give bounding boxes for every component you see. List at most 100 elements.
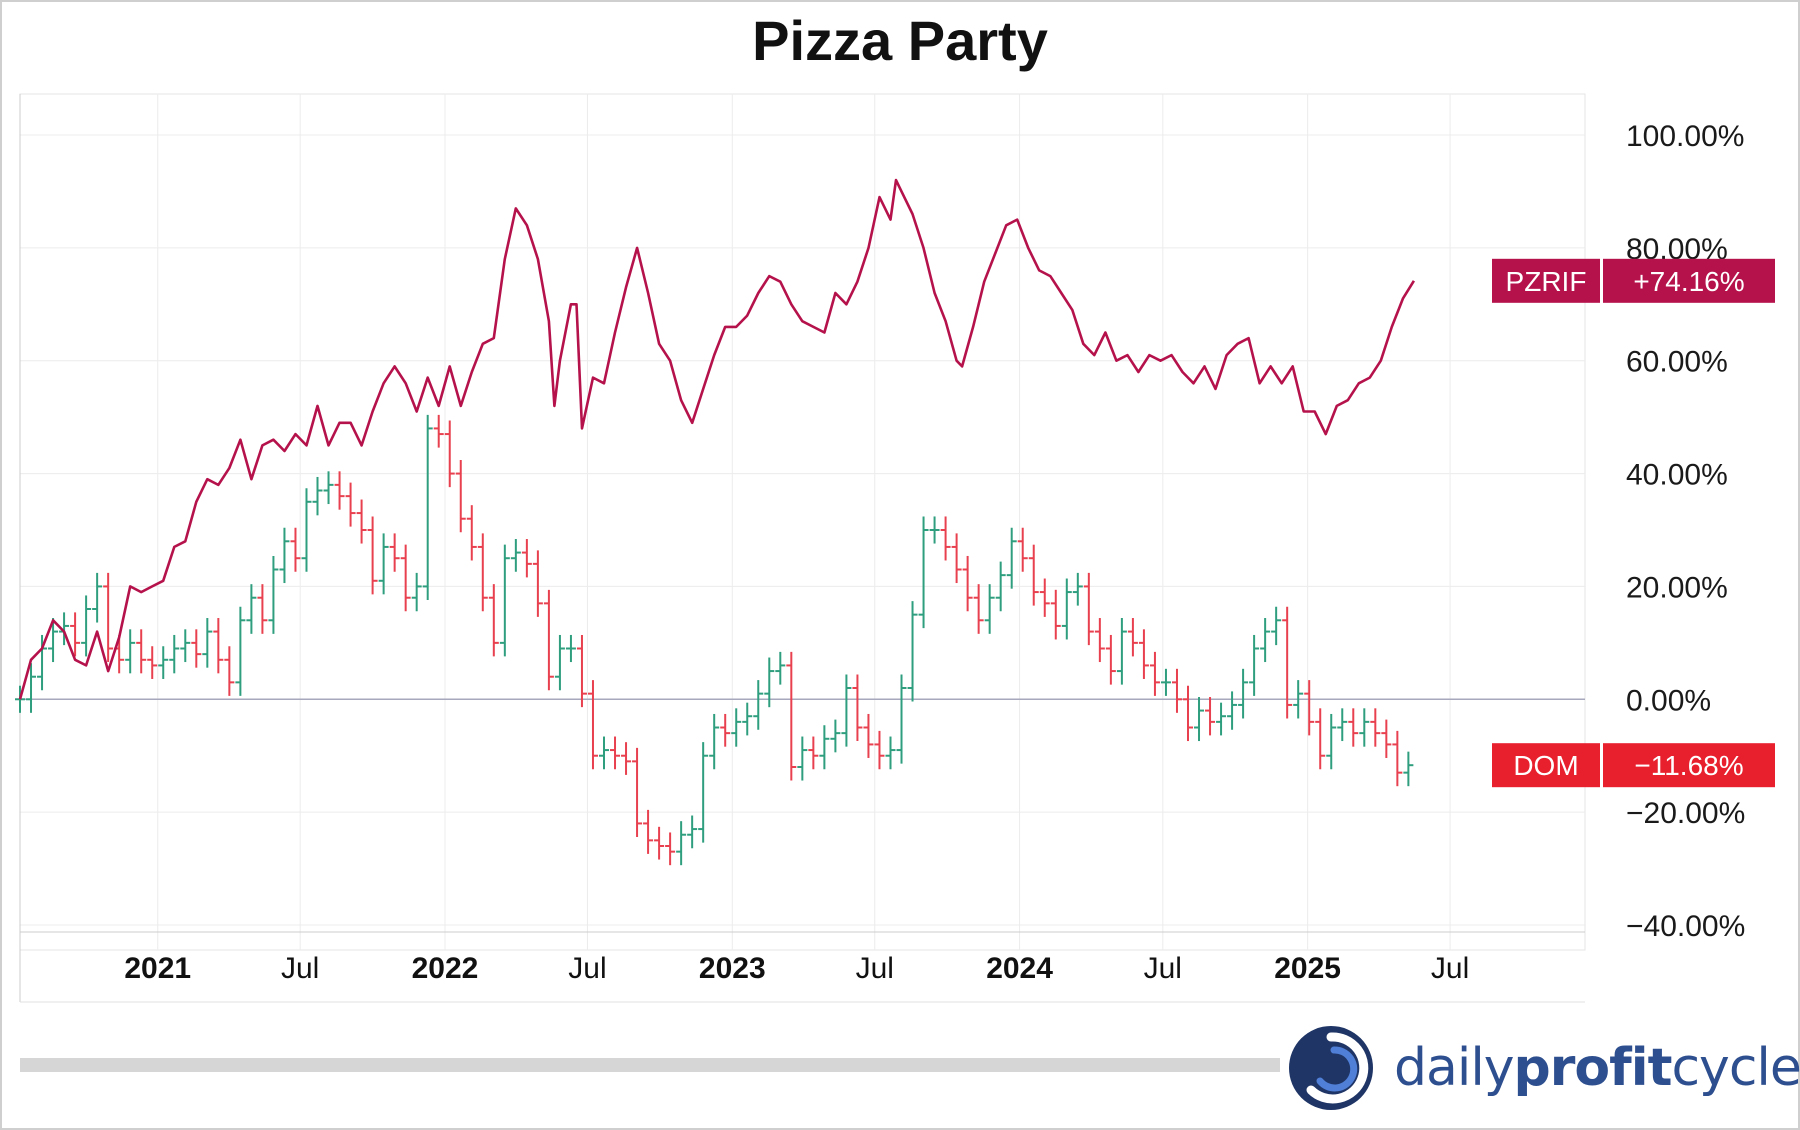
brand-part-3: cycle — [1671, 1038, 1800, 1098]
dom-bar — [345, 482, 356, 527]
dom-bar — [1293, 680, 1304, 719]
dom-bar — [753, 680, 764, 730]
y-tick-label: −40.00% — [1626, 910, 1745, 943]
dom-bar — [808, 736, 819, 770]
dom-bar — [995, 561, 1006, 612]
brand-part-1: daily — [1394, 1038, 1515, 1098]
pzrif-series — [18, 178, 1416, 700]
y-tick-label: −20.00% — [1626, 797, 1745, 830]
dom-bar — [1028, 544, 1039, 606]
dom-bar — [290, 527, 301, 572]
dom-bar — [257, 584, 268, 634]
dom-bar — [1138, 629, 1149, 679]
x-tick-label: Jul — [1431, 952, 1469, 985]
dom-bar — [1238, 668, 1249, 719]
dom-bar — [1260, 618, 1271, 663]
dom-bar — [1348, 708, 1359, 747]
dom-bar — [940, 516, 951, 561]
dom-bar — [1392, 730, 1403, 787]
dom-bar — [1072, 572, 1083, 606]
dom-bar — [1105, 634, 1116, 685]
x-tick-label: 2023 — [699, 952, 766, 985]
dom-bar — [1370, 708, 1381, 747]
dom-bar — [356, 499, 367, 544]
dom-bar — [543, 589, 554, 691]
dom-badge-value: −11.68% — [1634, 750, 1743, 781]
plot-border — [19, 93, 1586, 951]
dom-bar — [698, 742, 709, 843]
dom-bar — [334, 471, 345, 510]
dom-bar — [632, 747, 643, 837]
dom-bar — [279, 527, 290, 584]
dom-bar — [1227, 691, 1238, 730]
dom-bar — [720, 713, 731, 747]
dom-bar — [125, 629, 136, 674]
dom-bar — [301, 488, 312, 572]
brand-logo: dailyprofitcycle — [1286, 1022, 1800, 1114]
dom-bar — [92, 572, 103, 623]
y-tick-label: 0.00% — [1626, 684, 1711, 717]
dom-bar — [191, 629, 202, 668]
dom-bar — [37, 634, 48, 691]
dom-bar — [400, 544, 411, 612]
dom-bar — [1094, 618, 1105, 663]
pzrif-badge-name-box — [1492, 258, 1600, 303]
last-value-badges: PZRIF +74.16% DOM −11.68% — [1492, 258, 1775, 788]
dom-bar — [1171, 668, 1182, 713]
x-tick-label: 2022 — [412, 952, 479, 985]
dom-bar — [70, 612, 81, 657]
dom-bar — [962, 555, 973, 612]
dom-bar — [444, 420, 455, 488]
dom-bar — [1205, 697, 1216, 736]
dom-bar — [1326, 713, 1337, 770]
dom-bar — [643, 809, 654, 854]
dom-bar — [136, 629, 147, 674]
y-tick-label: 20.00% — [1626, 571, 1728, 604]
dom-bar — [1403, 751, 1414, 787]
x-tick-label: Jul — [568, 952, 606, 985]
pzrif-badge-name: PZRIF — [1506, 266, 1587, 297]
x-tick-label: Jul — [281, 952, 319, 985]
x-tick-label: 2021 — [124, 952, 191, 985]
dom-bar — [665, 832, 676, 866]
dom-bar — [1337, 708, 1348, 742]
dom-bar — [389, 533, 400, 572]
dom-bar — [169, 634, 180, 674]
dom-bar — [521, 539, 532, 578]
dom-bar — [841, 674, 852, 747]
dom-bar — [852, 674, 863, 742]
dom-bar — [1039, 578, 1050, 617]
dom-bar — [687, 815, 698, 849]
dom-bar — [433, 414, 444, 448]
dom-bar — [411, 572, 422, 612]
dom-badge: DOM −11.68% — [1492, 743, 1775, 788]
dom-bar — [896, 674, 907, 764]
dom-bar — [676, 821, 687, 866]
y-tick-label: 100.00% — [1626, 120, 1744, 153]
dom-bar — [1149, 651, 1160, 696]
dom-bar — [422, 414, 433, 600]
x-tick-label: 2025 — [1274, 952, 1341, 985]
dom-series — [15, 414, 1414, 866]
dom-bar — [312, 476, 323, 516]
dom-bar — [1315, 708, 1326, 770]
y-tick-label: 60.00% — [1626, 346, 1728, 379]
dom-bar — [1127, 618, 1138, 657]
dom-bar — [907, 601, 918, 702]
chart-title: Pizza Party — [752, 9, 1048, 72]
x-tick-label: Jul — [856, 952, 894, 985]
brand-name: dailyprofitcycle — [1394, 1038, 1800, 1098]
pzrif-line — [18, 178, 1416, 700]
dom-bar — [731, 708, 742, 747]
dom-bar — [103, 572, 114, 663]
dom-bar — [488, 584, 499, 657]
brand-part-2: profit — [1513, 1038, 1673, 1098]
dom-bar — [268, 555, 279, 634]
time-scrollbar[interactable] — [20, 1058, 1280, 1072]
dom-bar — [1381, 719, 1392, 758]
dom-bar — [610, 736, 621, 770]
dom-bar — [565, 634, 576, 663]
dom-bar — [158, 646, 169, 679]
dom-bar — [587, 680, 598, 770]
